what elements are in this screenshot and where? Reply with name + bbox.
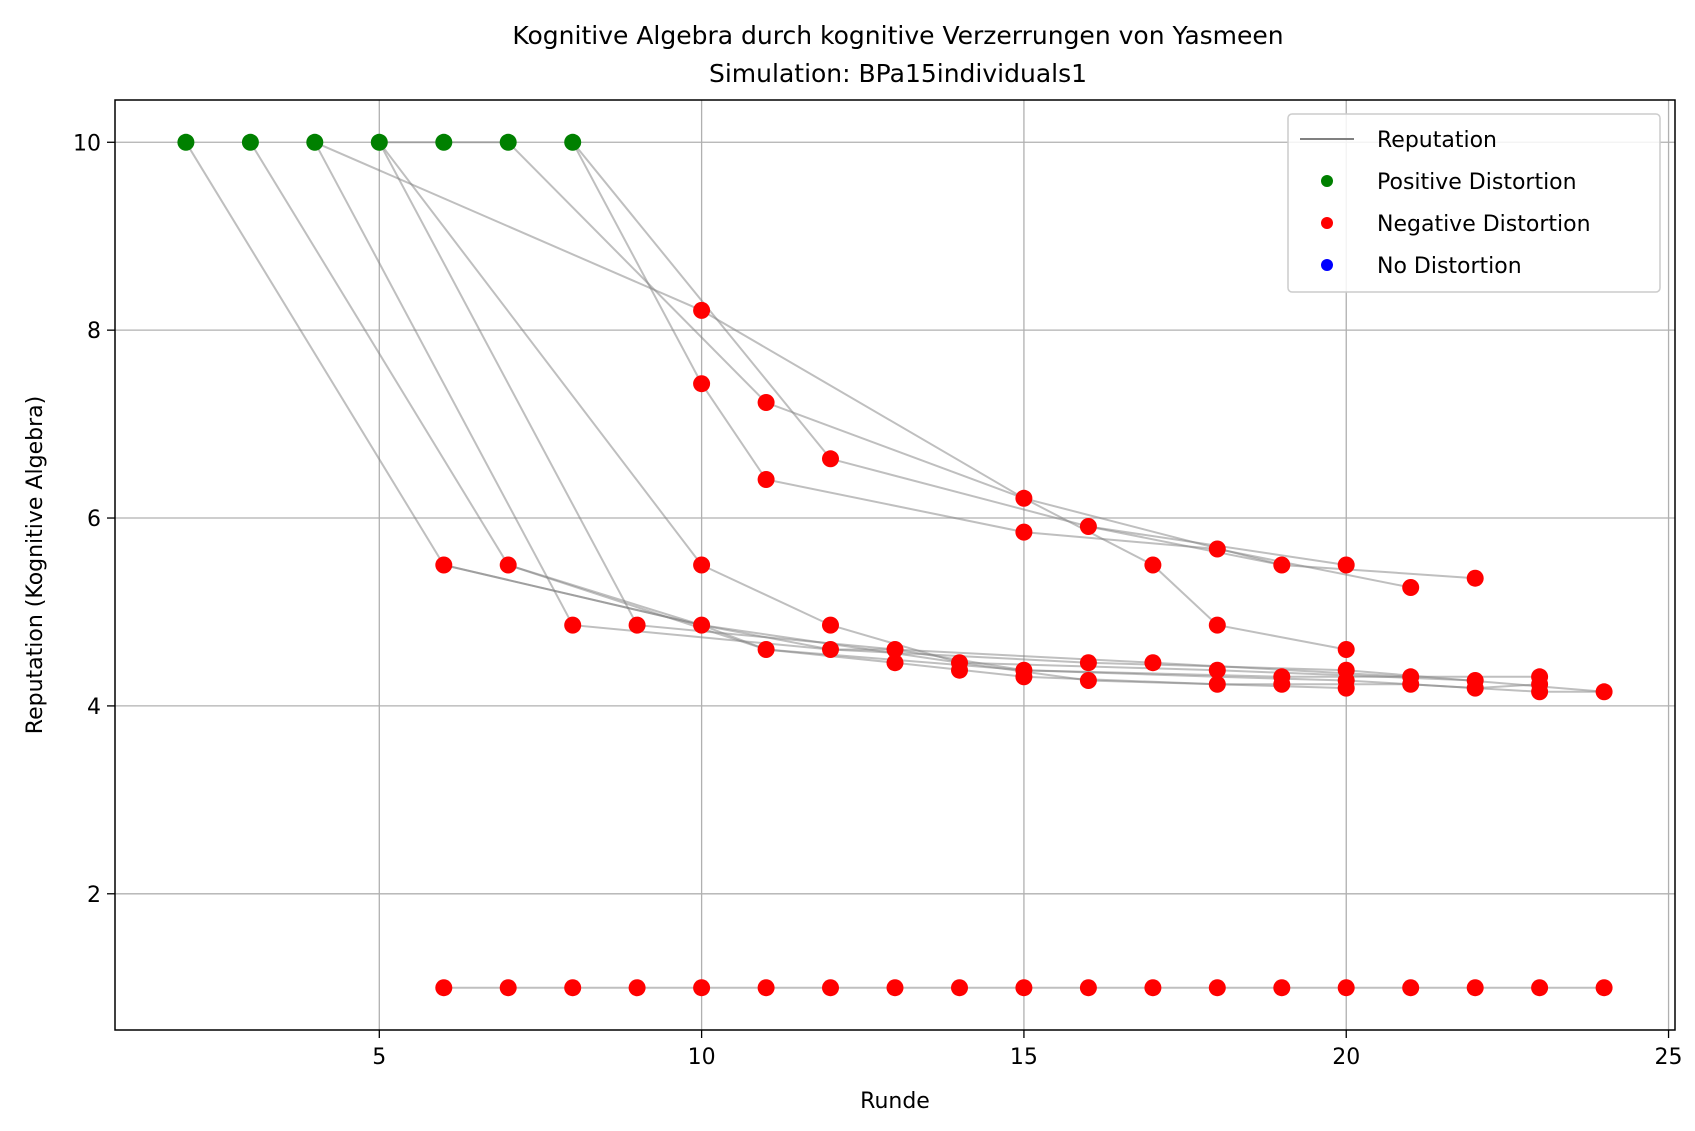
negative-distortion-point xyxy=(499,979,517,997)
y-tick-label: 6 xyxy=(87,507,101,532)
legend-frame xyxy=(1287,113,1661,293)
negative-distortion-point xyxy=(1208,979,1226,997)
x-tick-label: 15 xyxy=(1010,1045,1038,1070)
negative-distortion-point xyxy=(1531,683,1549,701)
negative-distortion-point xyxy=(1337,641,1355,658)
negative-distortion-point xyxy=(1402,979,1420,997)
negative-distortion-point xyxy=(1015,523,1033,541)
negative-distortion-point xyxy=(628,979,646,997)
positive-distortion-point xyxy=(177,133,195,151)
negative-distortion-point xyxy=(951,979,968,997)
negative-distortion-point xyxy=(1079,672,1097,689)
x-tick-label: 5 xyxy=(372,1045,386,1070)
negative-distortion-point xyxy=(822,979,839,997)
negative-distortion-point xyxy=(435,979,453,997)
legend-marker-swatch xyxy=(1321,175,1333,187)
negative-distortion-point xyxy=(1273,979,1291,997)
negative-distortion-point xyxy=(1015,668,1033,686)
negative-distortion-point xyxy=(1466,979,1484,997)
negative-distortion-point xyxy=(1079,518,1097,535)
negative-distortion-point xyxy=(564,979,582,997)
negative-distortion-point xyxy=(1079,654,1097,672)
legend: Reputation Positive Distortion Negative Di… xyxy=(1287,113,1661,293)
legend-marker-swatch xyxy=(1321,259,1333,271)
chart-title: Kognitive Algebra durch kognitive Verzer… xyxy=(512,21,1283,50)
legend-label: Positive Distortion xyxy=(1377,170,1577,195)
negative-distortion-point xyxy=(693,375,711,393)
x-tick-label: 20 xyxy=(1332,1045,1360,1070)
negative-distortion-point xyxy=(1144,556,1162,574)
negative-distortion-point xyxy=(822,616,839,634)
positive-distortion-point xyxy=(241,133,259,151)
negative-distortion-point xyxy=(1337,679,1355,697)
reputation-line xyxy=(571,141,1347,566)
negative-distortion-point xyxy=(1208,675,1226,693)
negative-distortion-point xyxy=(1015,489,1033,507)
chart-subtitle: Simulation: BPa15individuals1 xyxy=(709,59,1087,88)
negative-distortion-point xyxy=(693,979,711,997)
negative-distortion-point xyxy=(1273,675,1291,693)
negative-distortion-point xyxy=(693,301,711,319)
negative-distortion-point xyxy=(757,641,775,658)
positive-distortion-point xyxy=(306,133,324,151)
negative-distortion-point xyxy=(1015,979,1033,997)
positive-distortion-point xyxy=(435,133,453,151)
negative-distortion-point xyxy=(1144,979,1162,997)
x-tick-label: 10 xyxy=(688,1045,716,1070)
negative-distortion-point xyxy=(886,979,904,997)
negative-distortion-point xyxy=(564,616,582,634)
positive-distortion-point xyxy=(564,133,582,151)
y-tick-label: 10 xyxy=(73,131,101,156)
negative-distortion-point xyxy=(886,654,904,672)
negative-distortion-point xyxy=(1273,556,1291,574)
positive-distortion-point xyxy=(370,133,388,151)
y-axis-label: Reputation (Kognitive Algebra) xyxy=(23,396,48,734)
negative-distortion-point xyxy=(951,661,968,679)
negative-distortion-point xyxy=(628,616,646,634)
negative-distortion-point xyxy=(693,556,711,574)
legend-label: Reputation xyxy=(1377,128,1497,153)
negative-distortion-point xyxy=(757,979,775,997)
negative-distortion-point xyxy=(822,641,839,658)
markers xyxy=(177,133,1613,997)
negative-distortion-point xyxy=(886,641,904,658)
negative-distortion-point xyxy=(1595,683,1613,701)
y-tick-label: 4 xyxy=(87,695,101,720)
negative-distortion-point xyxy=(1466,569,1484,587)
negative-distortion-point xyxy=(1337,556,1355,574)
legend-label: No Distortion xyxy=(1377,254,1522,279)
reputation-line xyxy=(378,141,1411,678)
negative-distortion-point xyxy=(1466,679,1484,697)
negative-distortion-point xyxy=(1208,616,1226,634)
negative-distortion-point xyxy=(757,394,775,411)
negative-distortion-point xyxy=(822,450,839,468)
negative-distortion-point xyxy=(1402,579,1420,596)
negative-distortion-point xyxy=(499,556,517,574)
negative-distortion-point xyxy=(693,616,711,634)
reputation-line xyxy=(314,141,1347,651)
x-tick-label: 25 xyxy=(1655,1045,1683,1070)
negative-distortion-point xyxy=(757,471,775,488)
negative-distortion-point xyxy=(1208,540,1226,558)
negative-distortion-point xyxy=(1208,661,1226,679)
negative-distortion-point xyxy=(1595,979,1613,997)
plot-frame xyxy=(114,99,1676,1031)
legend-label: Negative Distortion xyxy=(1377,212,1591,237)
negative-distortion-point xyxy=(435,556,453,574)
negative-distortion-point xyxy=(1337,979,1355,997)
reputation-line xyxy=(571,141,1411,589)
negative-distortion-point xyxy=(1402,675,1420,693)
reputation-line xyxy=(507,141,1283,566)
negative-distortion-point xyxy=(1079,979,1097,997)
negative-distortion-point xyxy=(1531,979,1549,997)
y-tick-label: 2 xyxy=(87,883,101,908)
x-axis-label: Runde xyxy=(860,1089,930,1114)
legend-marker-swatch xyxy=(1321,217,1333,229)
negative-distortion-point xyxy=(1144,654,1162,672)
y-tick-label: 8 xyxy=(87,319,101,344)
axis-ticks: 5 10 15 20 25 2 4 6 8 10 xyxy=(73,131,1683,1070)
positive-distortion-point xyxy=(499,133,517,151)
